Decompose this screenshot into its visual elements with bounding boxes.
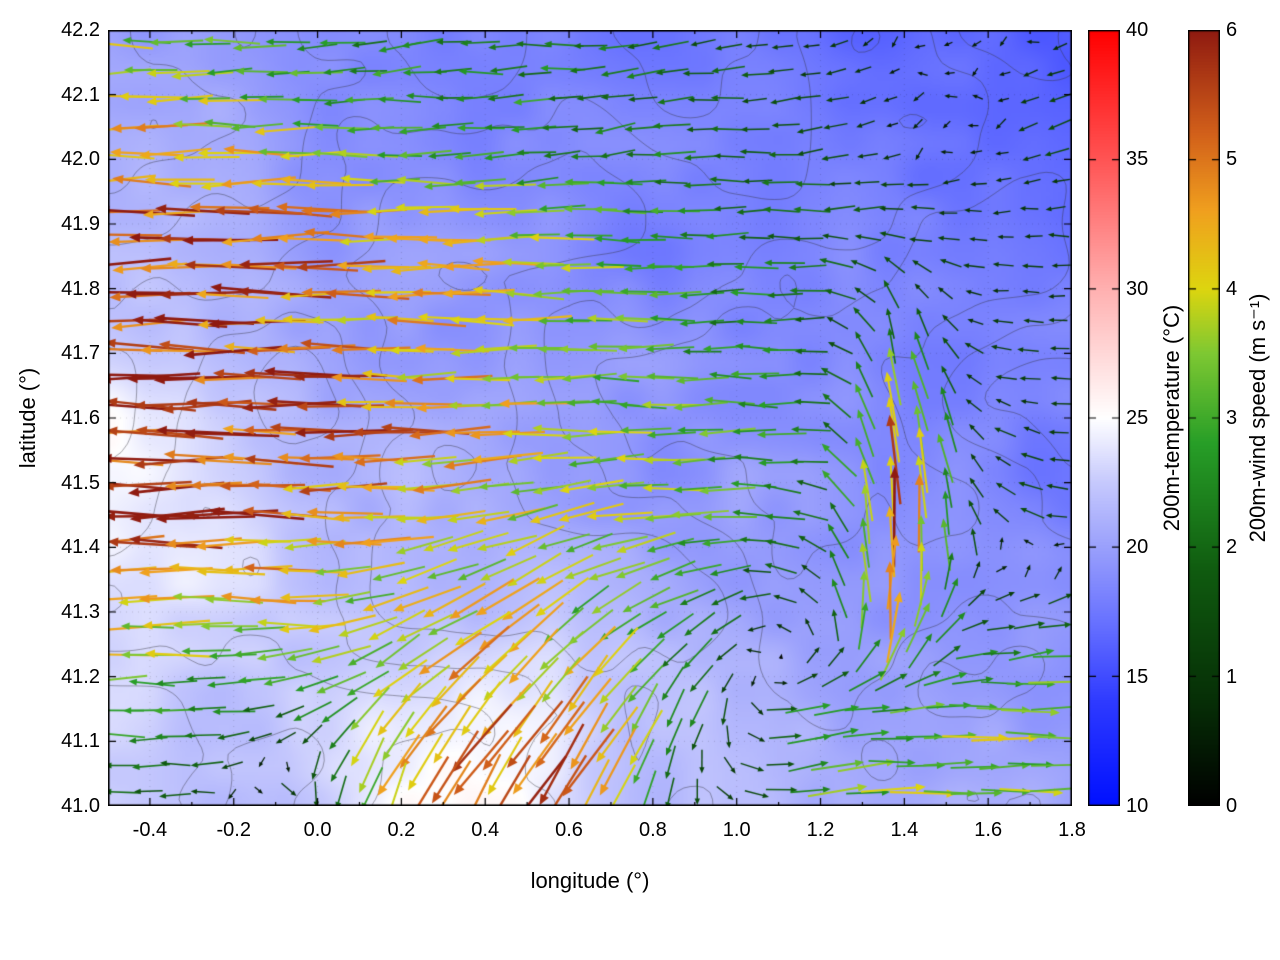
x-tick-label: 0.8 — [638, 819, 667, 841]
x-tick-label: 1.6 — [974, 819, 1003, 841]
windspeed-colorbar-tick-label: 3 — [1226, 407, 1238, 429]
x-tick-label: 1.4 — [890, 819, 919, 841]
y-tick-label: 41.4 — [61, 536, 100, 559]
windspeed-colorbar-tick-label: 1 — [1226, 665, 1238, 688]
y-tick-label: 42.0 — [61, 148, 100, 171]
x-tick-label: -0.4 — [132, 819, 168, 841]
y-tick-label: 41.2 — [61, 665, 100, 688]
y-tick-label: 42.2 — [61, 19, 100, 41]
windspeed-colorbar-tick-label: 6 — [1226, 19, 1238, 41]
windspeed-colorbar-tick-label: 5 — [1226, 148, 1238, 171]
windspeed-colorbar-tick-label: 4 — [1226, 277, 1238, 300]
temperature-colorbar — [1088, 30, 1120, 806]
x-tick-label: 0.4 — [471, 819, 500, 841]
temperature-colorbar-tick-label: 15 — [1126, 665, 1149, 688]
x-tick-label: 0.6 — [555, 819, 583, 841]
x-tick-label: 1.8 — [1058, 819, 1086, 841]
y-tick-label: 41.7 — [61, 342, 100, 365]
x-tick-label: 0.2 — [387, 819, 416, 841]
windspeed-colorbar-tick-label: 0 — [1226, 795, 1238, 817]
y-tick-label: 41.5 — [61, 471, 100, 494]
x-tick-label: 1.0 — [722, 819, 751, 841]
y-tick-label: 41.8 — [61, 277, 100, 300]
temperature-colorbar-tick-label: 25 — [1126, 407, 1149, 429]
temperature-colorbar-tick-label: 35 — [1126, 148, 1149, 171]
x-tick-label: 1.2 — [806, 819, 835, 841]
y-tick-label: 41.1 — [61, 730, 100, 753]
x-axis-label: longitude (°) — [530, 868, 650, 893]
map-plot-canvas — [108, 30, 1072, 806]
y-tick-label: 41.0 — [61, 795, 100, 817]
temperature-colorbar-tick-label: 30 — [1126, 277, 1149, 300]
windspeed-colorbar — [1188, 30, 1220, 806]
x-tick-label: -0.2 — [216, 819, 251, 841]
windspeed-colorbar-tick-label: 2 — [1226, 536, 1238, 559]
y-tick-label: 42.1 — [61, 83, 100, 106]
y-tick-label: 41.9 — [61, 213, 100, 235]
temperature-colorbar-tick-label: 20 — [1126, 536, 1149, 559]
y-tick-label: 41.6 — [61, 407, 100, 429]
x-tick-label: 0.0 — [303, 819, 332, 841]
y-tick-label: 41.3 — [61, 601, 100, 623]
temperature-colorbar-tick-label: 10 — [1126, 795, 1149, 817]
temperature-colorbar-tick-label: 40 — [1126, 19, 1149, 41]
